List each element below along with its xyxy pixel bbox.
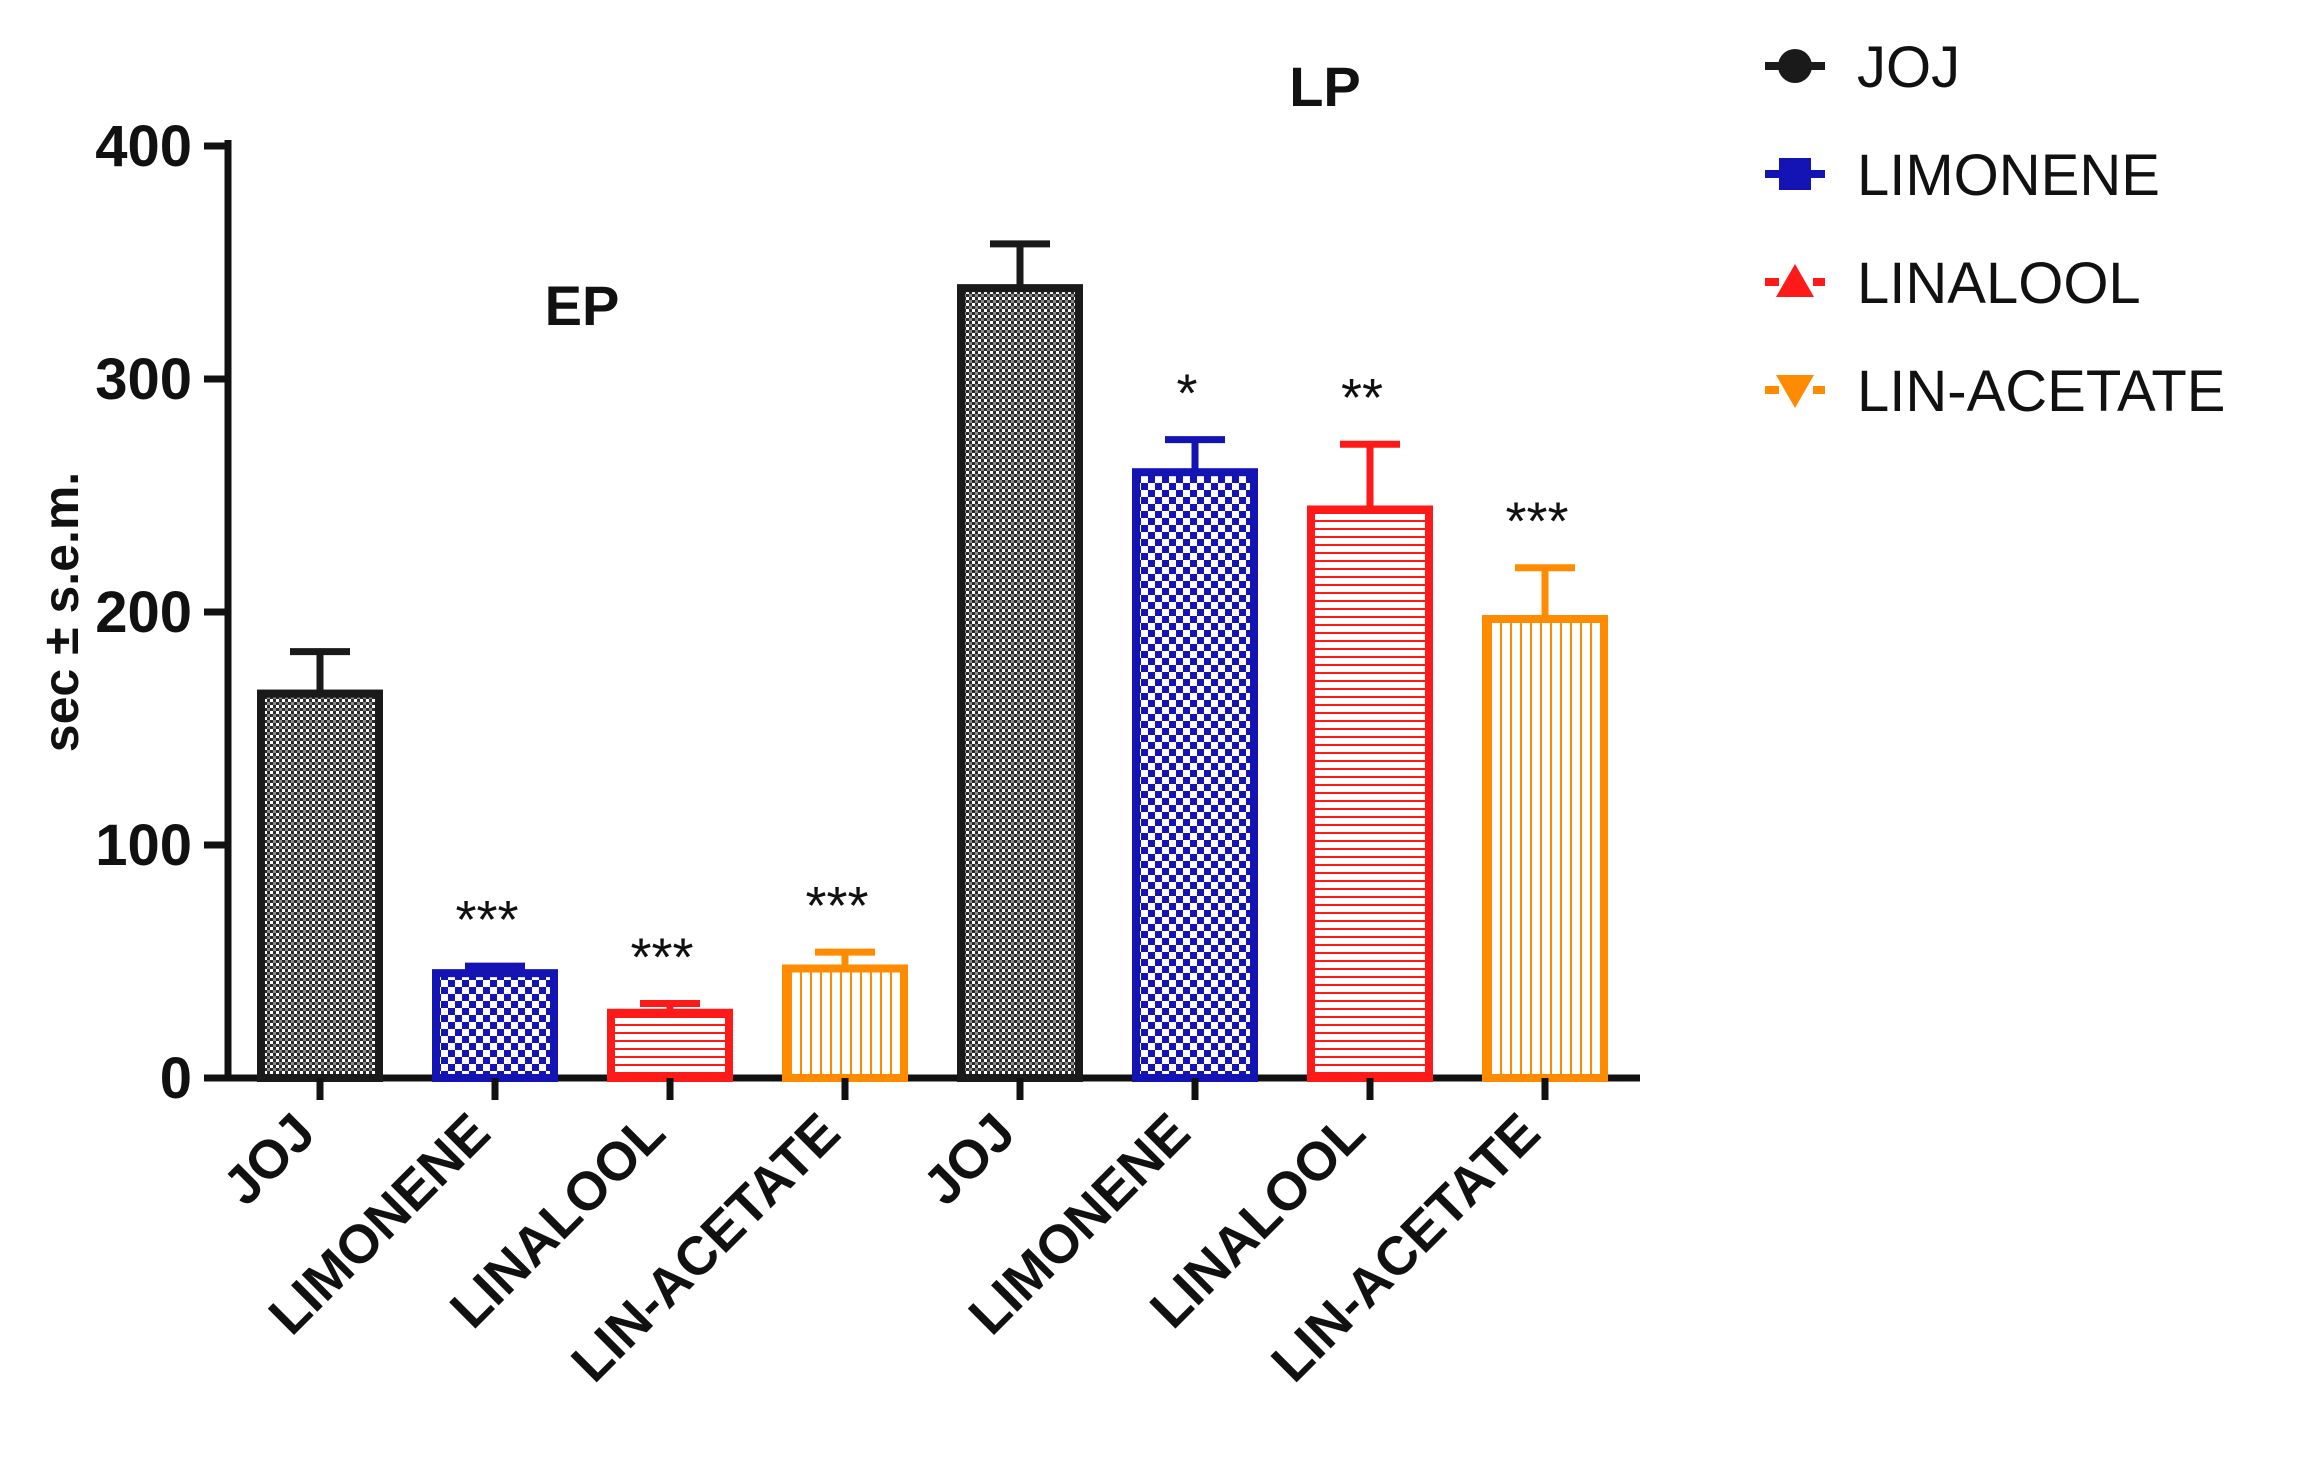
legend-marker-joj [1778,49,1812,83]
significance-label-7: *** [1505,492,1568,552]
legend-label-joj: JOJ [1857,35,1960,100]
legend-item-joj: JOJ [1765,35,1960,100]
legend-label-linalool: LINALOOL [1857,251,2141,316]
y-tick-label: 200 [95,580,192,645]
bars-layer: ********** ***** [257,240,1608,1083]
group-label-ep: EP [545,274,620,337]
y-tick-label: 300 [95,347,192,412]
x-tick-label-4: JOJ [912,1102,1027,1217]
bar-lin-acetate-7 [1482,614,1608,1082]
y-axis-ticks: 0 100 200 300 400 [95,114,228,1111]
significance-label-3: *** [805,876,868,936]
legend-item-limonene: LIMONENE [1765,143,2160,208]
significance-label-5: * [1176,364,1197,424]
x-tick-label-0: JOJ [212,1102,327,1217]
significance-label-2: *** [630,927,693,987]
legend-item-lin-acetate: LIN-ACETATE [1765,359,2225,424]
y-tick-label: 400 [95,114,192,179]
legend-label-limonene: LIMONENE [1857,143,2160,208]
bar-joj-4 [957,284,1083,1082]
legend-label-lin-acetate: LIN-ACETATE [1857,359,2225,424]
group-label-lp: LP [1289,55,1361,118]
y-tick-label: 0 [160,1046,192,1111]
significance-label-1: *** [455,890,518,950]
bar-joj-0 [257,689,383,1082]
legend-item-linalool: LINALOOL [1765,251,2141,316]
y-axis-label: sec ± s.e.m. [33,472,89,752]
bar-limonene-5 [1132,468,1258,1082]
legend: JOJ LIMONENE LINALOOL LIN-ACETATE [1765,35,2225,424]
bar-lin-acetate-3 [782,964,908,1082]
legend-marker-linalool [1776,264,1814,297]
bar-limonene-1 [432,969,558,1083]
significance-label-6: ** [1341,368,1383,428]
bar-linalool-2 [607,1008,733,1083]
bar-linalool-6 [1307,505,1433,1083]
legend-marker-lin-acetate [1776,375,1814,408]
legend-marker-limonene [1779,158,1811,190]
y-tick-label: 100 [95,813,192,878]
